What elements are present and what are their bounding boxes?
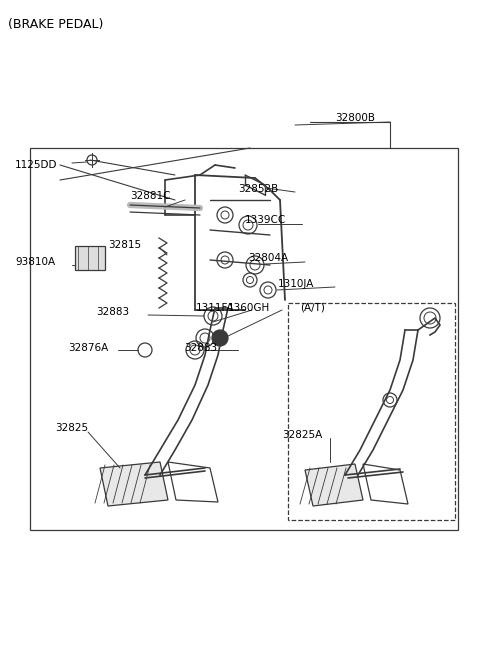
Text: 1310JA: 1310JA	[278, 279, 314, 289]
Text: (BRAKE PEDAL): (BRAKE PEDAL)	[8, 18, 103, 31]
Text: 32881C: 32881C	[130, 191, 170, 201]
Text: 32852B: 32852B	[238, 184, 278, 194]
Text: 32815: 32815	[108, 240, 141, 250]
Text: 32883: 32883	[96, 307, 129, 317]
Text: 32804A: 32804A	[248, 253, 288, 263]
Bar	[288, 303, 455, 520]
Polygon shape	[100, 462, 168, 506]
Text: 32825: 32825	[55, 423, 88, 433]
Circle shape	[212, 330, 228, 346]
Text: 1360GH: 1360GH	[228, 303, 270, 313]
Text: 32825A: 32825A	[282, 430, 322, 440]
Text: (A/T): (A/T)	[300, 303, 325, 313]
Bar	[75, 246, 105, 270]
Text: 1125DD: 1125DD	[15, 160, 58, 170]
Text: 1311FA: 1311FA	[196, 303, 235, 313]
Text: 32800B: 32800B	[335, 113, 375, 123]
Text: 32876A: 32876A	[68, 343, 108, 353]
Polygon shape	[305, 464, 363, 506]
Text: 32883: 32883	[184, 343, 217, 353]
Text: 1339CC: 1339CC	[245, 215, 286, 225]
Text: 93810A: 93810A	[15, 257, 55, 267]
Bar	[30, 148, 458, 530]
